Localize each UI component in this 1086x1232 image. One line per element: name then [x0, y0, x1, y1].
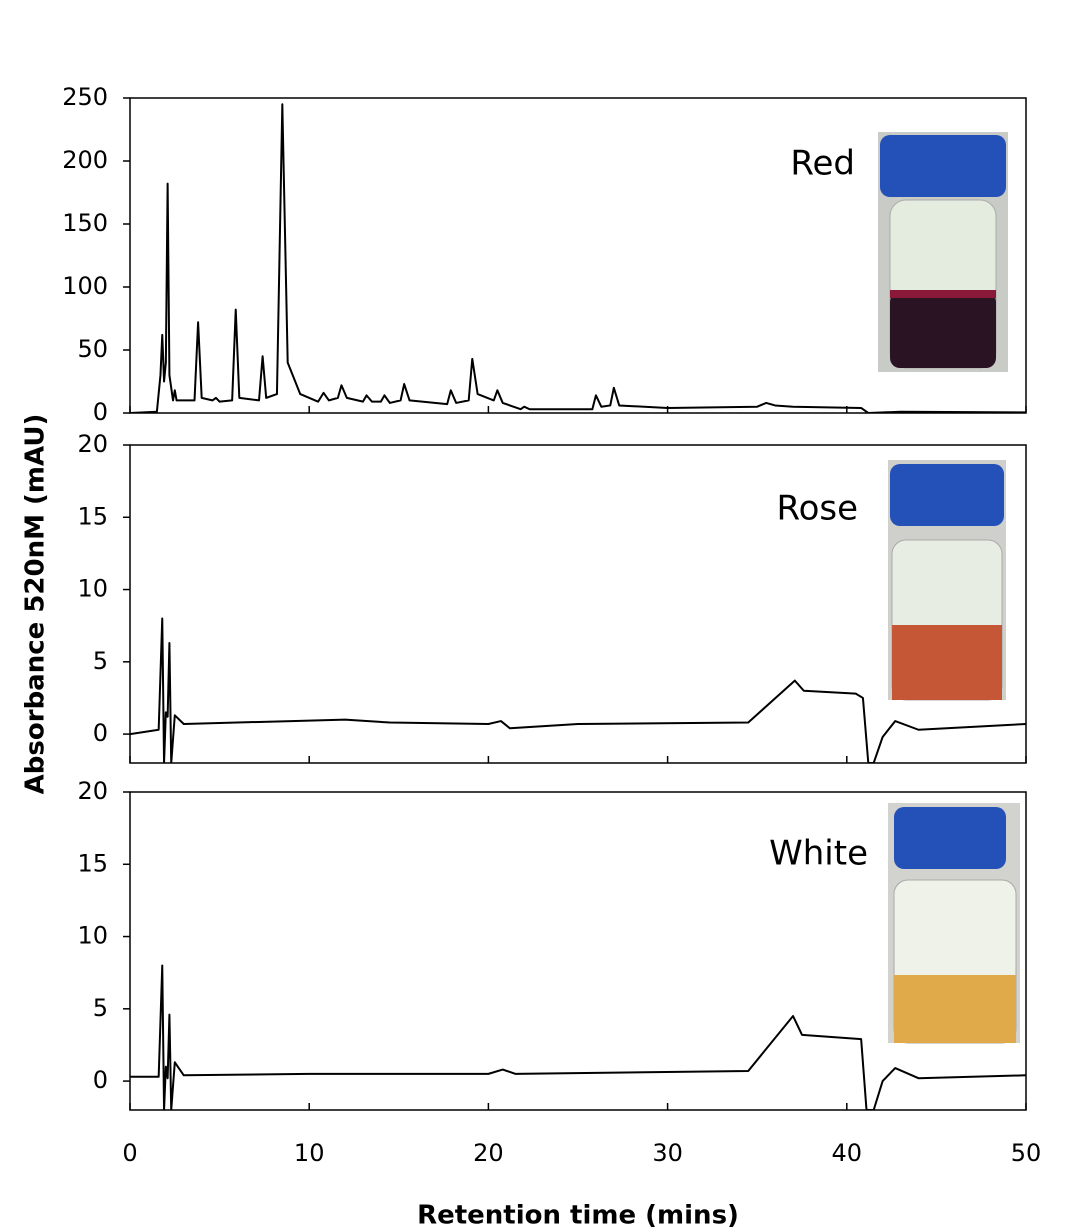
panel-label: White	[769, 834, 868, 874]
bottle-rose	[888, 460, 1006, 701]
y-tick-label: 20	[77, 777, 108, 805]
plot-frame	[129, 444, 1027, 764]
line-series	[130, 103, 1026, 413]
x-axis-title: Retention time (mins)	[417, 1201, 739, 1231]
x-tick-label: 50	[1011, 1139, 1042, 1167]
y-tick-label: 0	[93, 719, 108, 747]
y-tick-label: 250	[62, 83, 108, 111]
x-tick-label: 30	[652, 1139, 683, 1167]
y-tick-label: 0	[93, 1066, 108, 1094]
x-tick-label: 20	[473, 1139, 504, 1167]
y-tick-label: 10	[77, 575, 108, 603]
y-tick-label: 200	[62, 146, 108, 174]
y-tick-label: 5	[93, 994, 108, 1022]
panel-label: Rose	[776, 489, 858, 529]
y-tick-label: 15	[77, 849, 108, 877]
y-tick-label: 10	[77, 922, 108, 950]
bottle-white	[888, 803, 1020, 1044]
y-tick-label: 50	[77, 335, 108, 363]
y-tick-label: 20	[77, 430, 108, 458]
line-series	[130, 964, 1026, 1110]
x-tick-label: 0	[122, 1139, 137, 1167]
x-tick-label: 10	[294, 1139, 325, 1167]
y-tick-label: 100	[62, 272, 108, 300]
plot-frame	[129, 97, 1027, 414]
y-tick-label: 15	[77, 502, 108, 530]
bottle-red	[878, 132, 1008, 372]
x-tick-label: 40	[832, 1139, 863, 1167]
y-tick-label: 150	[62, 209, 108, 237]
y-axis-title: Absorbance 520nM (mAU)	[21, 414, 51, 795]
y-tick-label: 5	[93, 647, 108, 675]
y-tick-label: 0	[93, 398, 108, 426]
plot-frame	[129, 791, 1027, 1111]
line-series	[130, 617, 1026, 763]
panel-label: Red	[790, 144, 855, 184]
